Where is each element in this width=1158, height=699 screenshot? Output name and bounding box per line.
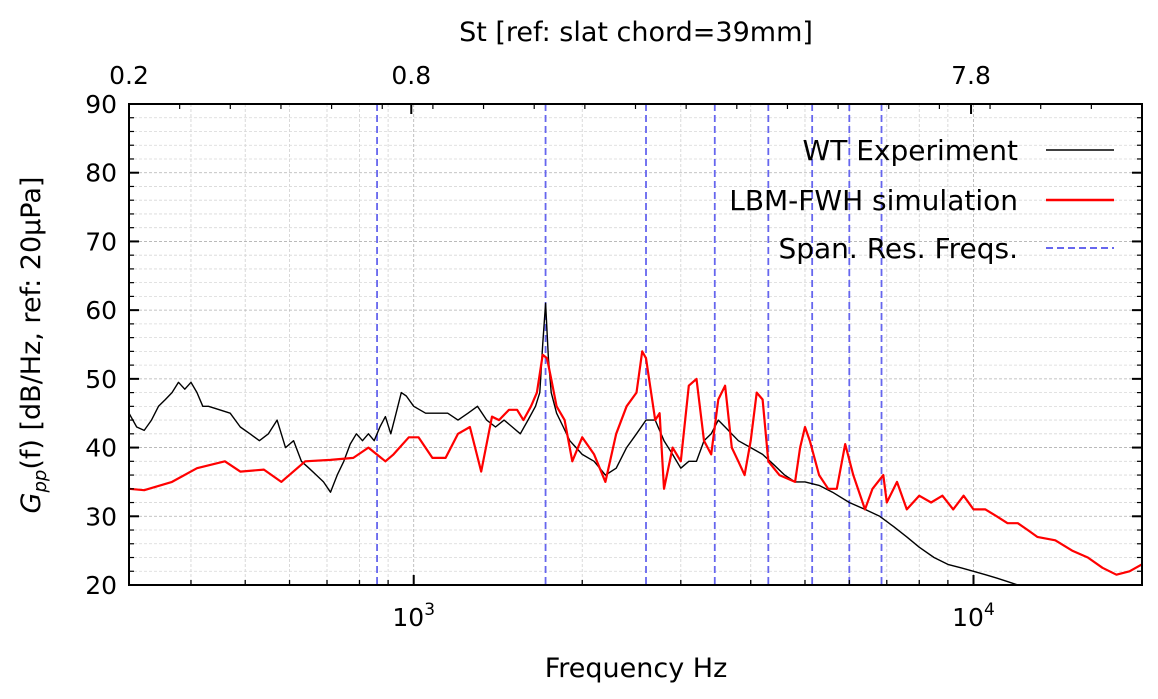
y-tick-label: 30 [85, 502, 117, 531]
y-tick-label: 90 [85, 90, 117, 119]
top-tick-label: 0.8 [391, 61, 431, 90]
legend-label-simulation: LBM-FWH simulation [729, 184, 1018, 217]
y-tick-label: 70 [85, 227, 117, 256]
x-axis-label: Frequency Hz [545, 653, 728, 684]
x-tick-exponent: 4 [984, 600, 995, 620]
x-tick-label: 103 [392, 600, 435, 632]
legend-label-resonance: Span. Res. Freqs. [778, 232, 1018, 265]
y-axis-label-symbol: G [16, 493, 47, 514]
y-tick-label: 80 [85, 159, 117, 188]
top-tick-label: 0.2 [109, 61, 149, 90]
experiment-line [129, 302, 1019, 585]
y-tick-label: 40 [85, 434, 117, 463]
top-axis-label: St [ref: slat chord=39mm] [459, 17, 813, 48]
x-tick-base: 10 [952, 603, 984, 632]
legend-label-experiment: WT Experiment [803, 134, 1018, 167]
x-tick-label: 104 [952, 600, 995, 632]
y-axis-label-subscript: pp [30, 470, 51, 494]
x-tick-base: 10 [392, 603, 424, 632]
x-tick-exponent: 3 [424, 600, 435, 620]
simulation-line [129, 350, 1142, 576]
y-tick-label: 20 [85, 571, 117, 600]
series-layer [129, 302, 1142, 585]
legend: WT Experiment LBM-FWH simulation Span. R… [729, 134, 1114, 265]
tick-layer [128, 103, 1143, 586]
y-axis-label-rest: (f) [dB/Hz, ref: 20μPa] [16, 177, 47, 470]
y-axis-label: Gpp(f) [dB/Hz, ref: 20μPa] [16, 177, 51, 514]
y-tick-label: 50 [85, 365, 117, 394]
y-tick-label: 60 [85, 296, 117, 325]
resonance-lines [376, 104, 883, 585]
top-tick-label: 7.8 [951, 61, 991, 90]
